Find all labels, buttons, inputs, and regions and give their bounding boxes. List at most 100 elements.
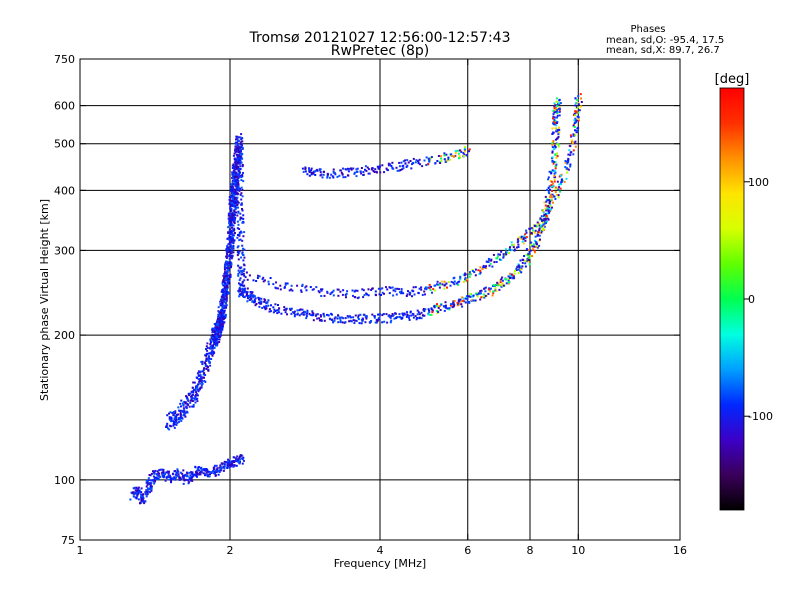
data-point	[227, 462, 230, 465]
data-point	[389, 316, 392, 319]
data-point	[234, 188, 237, 191]
data-point	[549, 199, 552, 202]
data-point	[213, 471, 216, 474]
data-point	[173, 414, 176, 417]
data-point	[242, 456, 245, 459]
data-point	[234, 160, 237, 163]
data-point	[212, 469, 215, 472]
data-point	[538, 229, 541, 232]
data-point	[237, 264, 240, 267]
data-point	[231, 185, 234, 188]
data-point	[556, 137, 558, 140]
colorbar-title: [deg]	[715, 72, 750, 87]
data-point	[180, 399, 183, 402]
data-point	[235, 138, 237, 141]
data-point	[227, 269, 230, 272]
data-point	[460, 151, 463, 153]
data-point	[230, 239, 233, 242]
data-point	[552, 120, 555, 123]
data-point	[209, 352, 212, 354]
data-point	[179, 415, 182, 418]
data-point	[201, 363, 204, 366]
data-point	[552, 141, 555, 144]
data-point	[462, 152, 465, 155]
data-point	[241, 209, 244, 212]
data-point	[448, 307, 451, 310]
data-point	[221, 312, 224, 315]
data-point	[196, 372, 199, 375]
data-point	[476, 293, 479, 296]
data-point	[223, 311, 226, 314]
data-point	[232, 224, 235, 227]
data-point	[237, 290, 240, 292]
data-point	[479, 290, 482, 293]
data-point	[316, 169, 319, 172]
data-point	[424, 287, 427, 290]
data-point	[459, 303, 462, 306]
data-point	[567, 153, 570, 156]
data-point	[232, 179, 235, 182]
data-point	[146, 487, 149, 490]
data-point	[284, 282, 287, 285]
y-tick-label: 500	[54, 138, 75, 151]
data-point	[238, 457, 241, 460]
data-point	[245, 294, 248, 297]
data-point	[577, 111, 580, 114]
data-point	[260, 297, 263, 300]
data-point	[241, 188, 244, 191]
data-point	[137, 498, 140, 501]
data-point	[398, 288, 400, 291]
data-point	[330, 173, 333, 176]
y-tick-label: 750	[54, 53, 75, 66]
legend-title: Phases	[630, 24, 665, 35]
data-point	[225, 256, 228, 259]
data-point	[230, 201, 233, 204]
data-point	[342, 317, 345, 320]
data-point	[424, 308, 427, 311]
data-point	[312, 312, 315, 315]
data-point	[223, 272, 226, 275]
data-point	[312, 314, 315, 316]
data-point	[206, 469, 209, 472]
data-point	[464, 301, 467, 304]
x-tick-label: 2	[227, 544, 234, 557]
data-point	[234, 218, 236, 221]
data-point	[308, 171, 311, 173]
data-point	[312, 172, 315, 175]
data-point	[452, 305, 455, 308]
data-point	[272, 306, 275, 309]
data-point	[466, 279, 469, 282]
data-point	[402, 314, 405, 317]
data-point	[310, 169, 313, 172]
data-point	[300, 313, 303, 316]
data-point	[185, 478, 188, 481]
data-point	[227, 246, 230, 249]
data-point	[216, 322, 219, 325]
data-point	[240, 192, 243, 195]
data-point	[236, 161, 239, 164]
data-point	[134, 491, 137, 494]
data-point	[391, 313, 394, 315]
data-point	[359, 313, 362, 316]
data-point	[378, 164, 381, 167]
data-point	[432, 288, 435, 291]
data-point	[228, 239, 231, 242]
data-point	[537, 231, 540, 233]
data-point	[228, 238, 231, 241]
data-point	[308, 312, 311, 315]
data-point	[502, 253, 505, 256]
data-point	[241, 271, 244, 274]
data-point	[410, 167, 413, 170]
data-point	[208, 470, 210, 473]
data-point	[261, 278, 264, 280]
data-point	[567, 168, 570, 171]
data-point	[229, 237, 232, 239]
data-point	[235, 149, 238, 152]
data-point	[273, 308, 276, 311]
data-point	[385, 286, 387, 289]
data-point	[135, 497, 138, 500]
data-point	[224, 274, 227, 277]
data-point	[240, 161, 243, 164]
